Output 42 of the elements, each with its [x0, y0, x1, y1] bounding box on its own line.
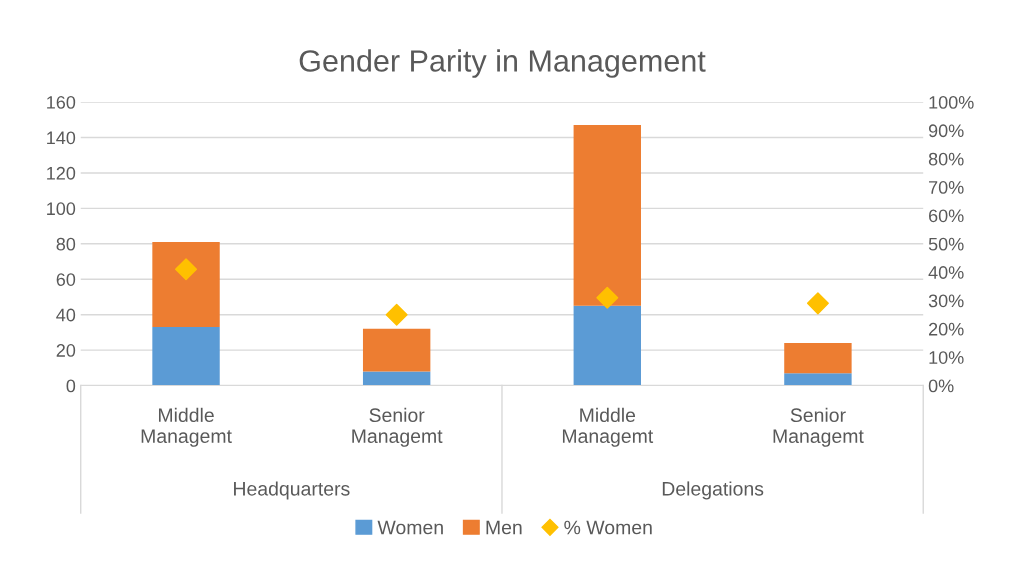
bar [362, 371, 431, 386]
point [596, 286, 619, 309]
bar [784, 373, 852, 386]
text: Headquarters [234, 481, 350, 500]
y2-tick-label: 70% [929, 181, 964, 194]
y-tick-label: 100 [47, 202, 76, 216]
x-tick-label: Middle Managemt [562, 407, 654, 447]
y2-tick-label: 60% [929, 209, 964, 223]
y2-tick-label: 30% [928, 294, 964, 308]
y2-tick-label: 40% [928, 266, 964, 279]
legend-label: Women [377, 520, 443, 535]
bar [573, 305, 641, 386]
y2-tick-label: 80% [928, 152, 964, 166]
y-tick-label: 40 [56, 308, 76, 322]
bar [362, 328, 431, 372]
y-tick-label: 120 [47, 166, 76, 180]
y2-tick-label: 20% [929, 322, 964, 336]
point [385, 303, 408, 326]
y2-tick-label: 100% [929, 95, 974, 109]
chart-title: Gender Parity in Management [299, 49, 706, 78]
point [806, 292, 829, 315]
y-tick-label: 140 [47, 131, 76, 145]
point [175, 258, 198, 281]
y-tick-label: 0 [66, 379, 76, 393]
bar [152, 242, 220, 328]
legend-label: % Women [564, 520, 652, 535]
x-tick-label: Middle Managemt [141, 407, 232, 447]
y2-tick-label: 0% [928, 379, 954, 393]
y-tick-label: 160 [47, 95, 76, 109]
y-tick-label: 60 [56, 273, 76, 286]
y2-tick-label: 50% [928, 237, 964, 251]
text: Delegations [662, 481, 764, 500]
x-tick-label: Senior Managemt [352, 407, 443, 447]
y2-tick-label: 10% [929, 351, 964, 364]
bar [573, 125, 641, 306]
bar [152, 327, 220, 386]
y2-tick-label: 90% [928, 124, 964, 138]
x-tick-label: Senior Managemt [773, 407, 864, 447]
legend-label: Men [486, 520, 522, 535]
bar [784, 343, 852, 374]
y-tick-label: 20 [56, 344, 76, 357]
y-tick-label: 80 [56, 237, 76, 251]
